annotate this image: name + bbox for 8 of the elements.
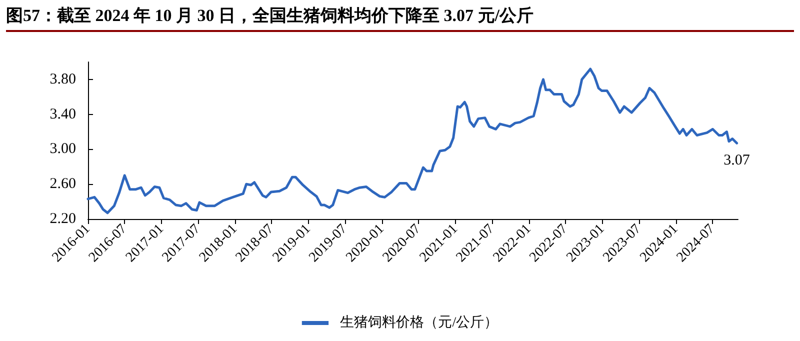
legend-label: 生猪饲料价格（元/公斤） <box>340 314 498 330</box>
chart-title: 图57：截至 2024 年 10 月 30 日，全国生猪饲料均价下降至 3.07 元/公斤 <box>6 4 794 32</box>
y-tick-label: 2.60 <box>50 176 76 192</box>
y-tick-label: 2.20 <box>50 211 76 227</box>
annotation: 3.07 <box>724 152 750 169</box>
y-tick-label: 3.80 <box>50 71 76 88</box>
y-tick-label: 3.40 <box>50 106 76 122</box>
y-tick-label: 3.00 <box>50 141 76 158</box>
